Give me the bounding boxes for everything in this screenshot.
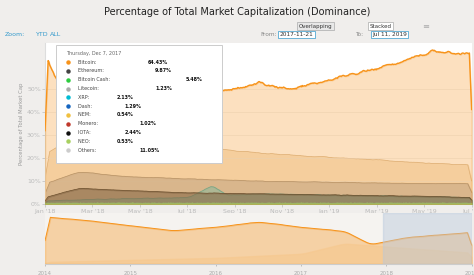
Text: 11.05%: 11.05%	[140, 148, 160, 153]
Text: 64.43%: 64.43%	[147, 60, 168, 65]
Text: Zoom:: Zoom:	[5, 32, 25, 37]
Text: ALL: ALL	[50, 32, 61, 37]
Text: Overlapping: Overlapping	[299, 24, 332, 29]
Text: 2.44%: 2.44%	[124, 130, 141, 135]
Text: Dash:: Dash:	[78, 104, 94, 109]
Text: Thursday, Dec 7, 2017: Thursday, Dec 7, 2017	[66, 51, 122, 56]
Text: NEM:: NEM:	[78, 112, 92, 117]
Text: IOTA:: IOTA:	[78, 130, 92, 135]
Text: Percentage of Total Market Capitalization (Dominance): Percentage of Total Market Capitalizatio…	[104, 7, 370, 17]
Text: Jul 11, 2019: Jul 11, 2019	[372, 32, 407, 37]
Text: XRP:: XRP:	[78, 95, 91, 100]
Text: Monero:: Monero:	[78, 121, 100, 126]
Text: Others:: Others:	[78, 148, 98, 153]
Text: Bitcoin Cash:: Bitcoin Cash:	[78, 77, 112, 82]
Y-axis label: Percentage of Total Market Cap: Percentage of Total Market Cap	[19, 82, 24, 165]
Text: 5.48%: 5.48%	[186, 77, 203, 82]
Text: 9.87%: 9.87%	[155, 68, 172, 73]
Text: 0.54%: 0.54%	[117, 112, 134, 117]
Text: 2017-11-21: 2017-11-21	[280, 32, 313, 37]
FancyBboxPatch shape	[56, 45, 222, 163]
Text: 1.23%: 1.23%	[155, 86, 172, 91]
Text: From:: From:	[261, 32, 277, 37]
Text: 2.13%: 2.13%	[117, 95, 134, 100]
Text: Stacked: Stacked	[370, 24, 392, 29]
Text: 1.29%: 1.29%	[124, 104, 141, 109]
Text: Bitcoin:: Bitcoin:	[78, 60, 98, 65]
Text: Ethereum:: Ethereum:	[78, 68, 106, 73]
Text: Litecoin:: Litecoin:	[78, 86, 100, 91]
Text: 0.53%: 0.53%	[117, 139, 134, 144]
Text: ≡: ≡	[422, 22, 429, 31]
Text: 1.02%: 1.02%	[140, 121, 156, 126]
Bar	[383, 213, 472, 264]
Text: To:: To:	[356, 32, 364, 37]
Text: YTD: YTD	[36, 32, 48, 37]
Text: NEO:: NEO:	[78, 139, 92, 144]
